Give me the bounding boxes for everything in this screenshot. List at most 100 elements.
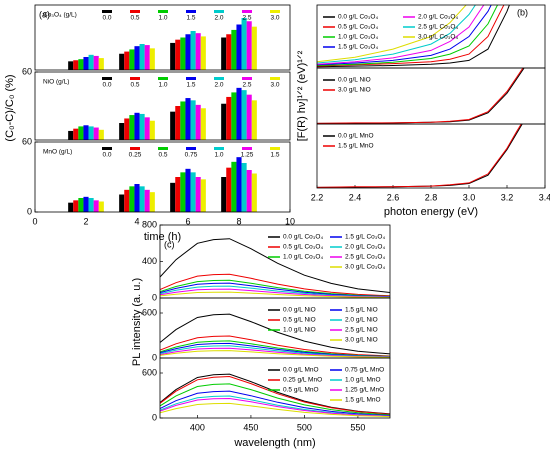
legend-label: 0.0 — [102, 152, 111, 159]
x-tick-label: 2.8 — [425, 192, 438, 202]
bar — [200, 179, 206, 212]
series-line — [160, 390, 390, 416]
bar — [251, 100, 257, 140]
legend-label: 3.0 g/L NiO — [345, 337, 378, 344]
legend-label: 0.5 g/L Co₃O₄ — [338, 24, 378, 31]
series-line — [317, 5, 510, 68]
bar — [200, 108, 206, 140]
bar — [170, 111, 176, 140]
plot-area — [317, 68, 525, 124]
bar — [139, 44, 145, 70]
plot-area — [317, 124, 523, 188]
bar — [241, 18, 247, 70]
legend-label: 1.0 g/L MnO — [345, 377, 381, 384]
legend-label: 3.0 g/L Co₃O₄ — [345, 264, 385, 271]
series-line — [160, 375, 390, 415]
bar — [134, 184, 140, 212]
x-tick-label: 3.2 — [501, 192, 514, 202]
x-tick-label: 4 — [134, 216, 139, 226]
bar — [119, 194, 125, 212]
legend-swatch — [186, 147, 196, 150]
legend-label: 2.0 g/L NiO — [345, 317, 378, 324]
bar — [251, 173, 257, 212]
bar — [221, 37, 227, 70]
series-line — [160, 383, 390, 416]
x-tick-label: 450 — [243, 422, 258, 432]
legend-label: 0.5 g/L Co₃O₄ — [283, 244, 323, 251]
bar — [251, 26, 257, 70]
x-tick-label: 500 — [297, 422, 312, 432]
legend-label: 1.5 g/L MnO — [338, 143, 374, 150]
legend-label: 2.5 g/L NiO — [345, 327, 378, 334]
panel-label: (a) — [39, 9, 50, 19]
y-axis-title: (C₀-C)/C₀ (%) — [4, 74, 16, 141]
legend-label: 0.25 — [129, 152, 142, 159]
bar — [195, 104, 201, 140]
plot-area — [160, 313, 390, 358]
legend-label: 1.5 g/L MnO — [345, 397, 381, 404]
x-axis-title: time (h) — [144, 231, 181, 243]
legend-label: 1.5 — [270, 152, 279, 159]
legend-label: 3.0 g/L Co₃O₄ — [418, 34, 458, 41]
bar — [195, 33, 201, 70]
series-line — [160, 395, 390, 417]
series-line — [160, 402, 390, 418]
legend-label: 0.5 g/L MnO — [283, 387, 319, 394]
legend-label: 0.5 — [130, 15, 139, 22]
legend-title: NiO (g/L) — [43, 79, 69, 86]
plot-area — [160, 238, 390, 298]
bar — [78, 59, 84, 70]
bar — [246, 94, 252, 140]
legend-label: 3.0 g/L NiO — [338, 87, 371, 94]
y-tick-label: 400 — [142, 256, 157, 266]
bar — [226, 34, 232, 70]
legend-title: Co₃O₄ (g/L) — [43, 12, 77, 19]
x-axis-title: photon energy (eV) — [384, 206, 478, 218]
bar — [98, 201, 104, 212]
legend-label: 0.0 g/L Co₃O₄ — [283, 234, 323, 241]
y-tick-label: 800 — [142, 219, 157, 229]
series-line — [160, 279, 390, 297]
bar — [144, 189, 150, 212]
legend-swatch — [158, 10, 168, 13]
legend-label: 1.25 g/L MnO — [345, 387, 384, 394]
bar — [93, 127, 99, 140]
legend-swatch — [186, 77, 196, 80]
y-tick-label: 60 — [22, 136, 32, 146]
legend-swatch — [130, 10, 140, 13]
bar — [236, 24, 242, 70]
bar — [98, 129, 104, 140]
series-line — [160, 313, 390, 355]
bar — [175, 39, 181, 70]
bar — [78, 198, 84, 212]
legend-label: 0.25 g/L MnO — [283, 377, 322, 384]
legend-swatch — [158, 77, 168, 80]
series-line — [317, 5, 499, 66]
bar — [226, 167, 232, 212]
series-line — [160, 335, 390, 357]
series-line — [317, 124, 523, 188]
bar — [175, 177, 181, 212]
legend-label: 3.0 — [270, 82, 279, 89]
series-line — [160, 285, 390, 298]
legend-label: 0.0 — [102, 82, 111, 89]
bar — [88, 198, 94, 212]
bar — [73, 128, 79, 140]
axes-frame — [34, 4, 291, 71]
bar — [144, 45, 150, 70]
bar — [190, 172, 196, 212]
legend-swatch — [158, 147, 168, 150]
bar — [241, 90, 247, 140]
legend-label: 1.5 — [186, 82, 195, 89]
x-tick-label: 10 — [285, 216, 295, 226]
bar — [185, 168, 191, 212]
legend-swatch — [186, 10, 196, 13]
bar — [180, 172, 186, 212]
bar — [139, 186, 145, 212]
legend-label: 1.0 g/L Co₃O₄ — [338, 34, 378, 41]
bar — [149, 192, 155, 212]
bar — [195, 177, 201, 212]
bar — [221, 177, 227, 212]
legend-label: 0.5 — [130, 82, 139, 89]
